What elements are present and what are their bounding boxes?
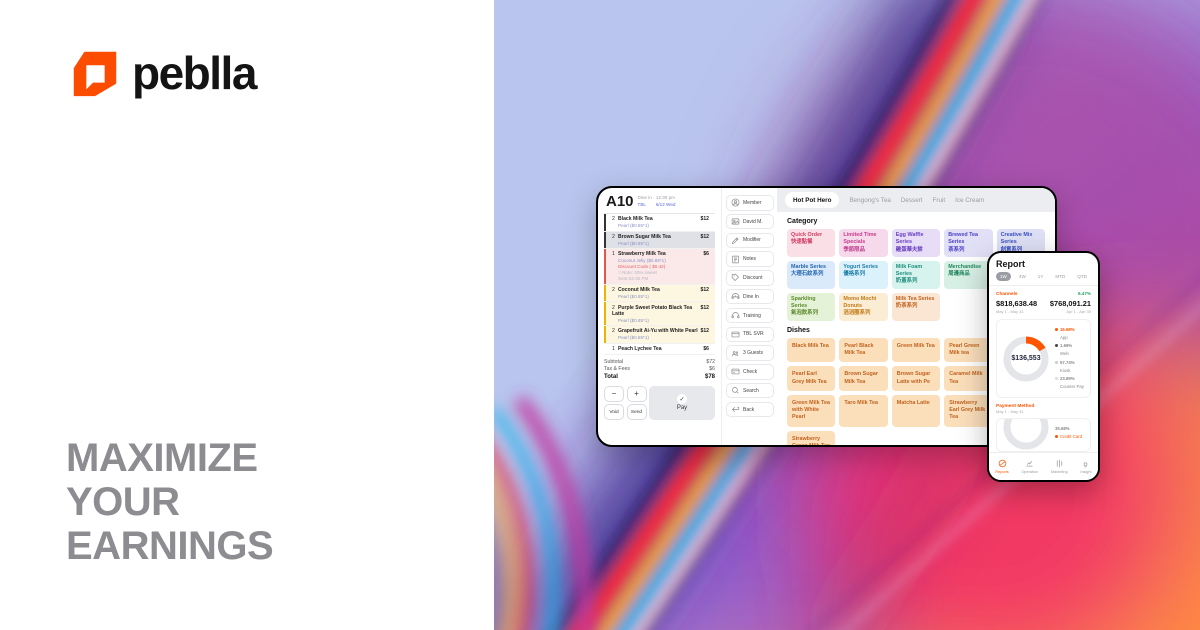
svg-text:$136,553: $136,553 [1011,355,1040,362]
